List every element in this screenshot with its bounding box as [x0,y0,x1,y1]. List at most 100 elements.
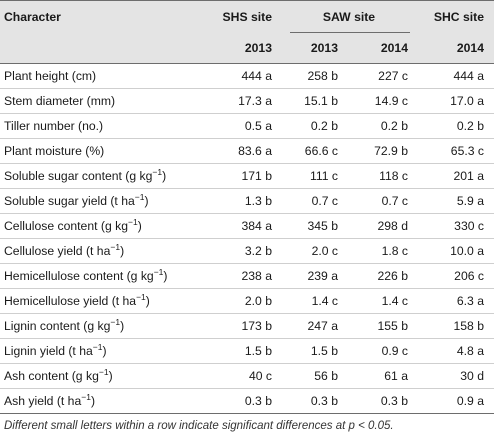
table-cell: 345 b [282,213,346,239]
table-cell: 6.3 a [416,288,494,314]
table-cell: 1.5 b [186,338,282,364]
table-cell: 5.9 a [416,188,494,214]
row-label-tail: ) [108,369,113,383]
table-row: Lignin content (g kg−1) 173 b 247 a 155 b 15… [0,313,494,339]
table-cell: 330 c [416,213,494,239]
row-label-tail: ) [145,294,150,308]
table-cell: 14.9 c [346,88,416,114]
table-row: Lignin yield (t ha−1) 1.5 b 1.5 b 0.9 c 4.8 … [0,338,494,364]
table-cell: 173 b [186,313,282,339]
table-cell: 1.4 c [282,288,346,314]
table-body: Plant height (cm) 444 a 258 b 227 c 444 a Ste… [0,63,494,414]
table-cell: 0.7 c [282,188,346,214]
table-cell: 227 c [346,63,416,89]
unit-exponent: −1 [136,292,146,302]
table-cell: 0.7 c [346,188,416,214]
table-cell: 40 c [186,363,282,389]
row-label-text: Soluble sugar yield (t ha [4,194,135,208]
row-label: Tiller number (no.) [0,113,186,139]
unit-exponent: −1 [152,167,163,177]
table-cell: 0.5 a [186,113,282,139]
table-cell: 1.4 c [346,288,416,314]
table-cell: 66.6 c [282,138,346,164]
table-cell: 384 a [186,213,282,239]
table-cell: 0.9 c [346,338,416,364]
table-cell: 238 a [186,263,282,289]
row-label-tail: ) [120,244,125,258]
table-cell: 444 a [416,63,494,89]
table-cell: 17.3 a [186,88,282,114]
table-cell: 201 a [416,163,494,189]
row-label-text: Plant height (cm) [4,69,97,83]
unit-exponent: −1 [98,367,109,377]
row-label-tail: ) [163,269,168,283]
row-label: Ash yield (t ha−1) [0,388,186,414]
table-cell: 0.9 a [416,388,494,414]
row-label: Hemicellulose content (g kg−1) [0,263,186,289]
column-header-year: 2014 [416,33,494,64]
table-cell: 2.0 c [282,238,346,264]
table-footnote: Different small letters within a row ind… [4,420,394,432]
table-cell: 298 d [346,213,416,239]
table-row: Soluble sugar yield (t ha−1) 1.3 b 0.7 c 0.… [0,188,494,214]
row-label: Cellulose yield (t ha−1) [0,238,186,264]
unit-exponent: −1 [110,242,121,252]
table-cell: 171 b [186,163,282,189]
table-cell: 83.6 a [186,138,282,164]
table-cell: 155 b [346,313,416,339]
table-cell: 65.3 c [416,138,494,164]
row-label: Plant height (cm) [0,63,186,89]
row-label-text: Ash content (g kg [4,369,99,383]
table-row: Tiller number (no.) 0.5 a 0.2 b 0.2 b 0.2 b [0,113,494,139]
row-label: Soluble sugar yield (t ha−1) [0,188,186,214]
row-label-text: Plant moisture (%) [4,144,105,158]
table-cell: 0.2 b [416,113,494,139]
table-cell: 0.3 b [282,388,346,414]
table-cell: 111 c [282,163,346,189]
saw-site-label: SAW site [322,10,376,24]
row-label-text: Tiller number (no.) [4,119,104,133]
table-cell: 239 a [282,263,346,289]
column-header-saw-site: SAW site [282,0,416,33]
table-row: Cellulose content (g kg−1) 384 a 345 b 298 … [0,213,494,239]
unit-exponent: −1 [153,267,164,277]
row-label: Lignin yield (t ha−1) [0,338,186,364]
row-label-tail: ) [137,219,142,233]
row-label-tail: ) [144,194,149,208]
table-cell: 258 b [282,63,346,89]
table-cell: 15.1 b [282,88,346,114]
table-cell: 4.8 a [416,338,494,364]
table-cell: 0.3 b [186,388,282,414]
table-cell: 118 c [346,163,416,189]
unit-exponent: −1 [134,192,145,202]
column-header-year: 2013 [282,33,346,64]
table-cell: 61 a [346,363,416,389]
table-cell: 17.0 a [416,88,494,114]
column-header-character: Character [0,0,186,33]
table-cell: 247 a [282,313,346,339]
table-header: Character SHS site SAW site SHC site 201… [0,0,494,64]
table-cell: 3.2 b [186,238,282,264]
row-label-tail: ) [102,344,107,358]
table-row: Hemicellulose content (g kg−1) 238 a 239 a… [0,263,494,289]
row-label: Plant moisture (%) [0,138,186,164]
table-cell: 72.9 b [346,138,416,164]
row-label-tail: ) [90,394,95,408]
table-cell: 0.2 b [282,113,346,139]
row-label-text: Stem diameter (mm) [4,94,116,108]
table-cell: 206 c [416,263,494,289]
unit-exponent: −1 [92,342,103,352]
table-cell: 1.3 b [186,188,282,214]
header-row-years: 2013 2013 2014 2014 [0,33,494,64]
table-cell: 226 b [346,263,416,289]
table-row: Ash yield (t ha−1) 0.3 b 0.3 b 0.3 b 0.9 a [0,388,494,414]
row-label: Stem diameter (mm) [0,88,186,114]
row-label-text: Hemicellulose yield (t ha [4,294,137,308]
row-label: Soluble sugar content (g kg−1) [0,163,186,189]
row-label-tail: ) [120,319,125,333]
unit-exponent: −1 [81,392,91,402]
table-cell: 444 a [186,63,282,89]
row-label-text: Cellulose content (g kg [4,219,128,233]
